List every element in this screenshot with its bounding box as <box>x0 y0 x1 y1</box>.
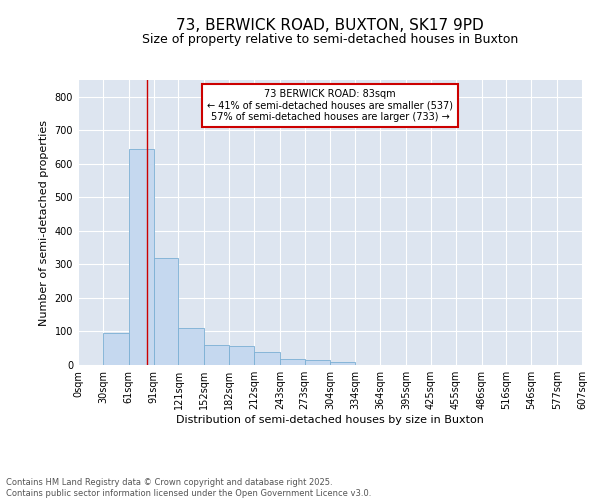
Bar <box>305 360 331 365</box>
Bar <box>331 362 355 365</box>
Text: 73 BERWICK ROAD: 83sqm
← 41% of semi-detached houses are smaller (537)
57% of se: 73 BERWICK ROAD: 83sqm ← 41% of semi-det… <box>207 88 453 122</box>
X-axis label: Distribution of semi-detached houses by size in Buxton: Distribution of semi-detached houses by … <box>176 415 484 425</box>
Text: 73, BERWICK ROAD, BUXTON, SK17 9PD: 73, BERWICK ROAD, BUXTON, SK17 9PD <box>176 18 484 32</box>
Bar <box>154 258 178 365</box>
Bar <box>128 148 154 365</box>
Bar <box>254 352 280 365</box>
Bar <box>103 333 128 365</box>
Bar <box>178 328 204 365</box>
Bar <box>229 346 254 365</box>
Text: Size of property relative to semi-detached houses in Buxton: Size of property relative to semi-detach… <box>142 32 518 46</box>
Y-axis label: Number of semi-detached properties: Number of semi-detached properties <box>39 120 49 326</box>
Text: Contains HM Land Registry data © Crown copyright and database right 2025.
Contai: Contains HM Land Registry data © Crown c… <box>6 478 371 498</box>
Bar <box>204 345 229 365</box>
Bar <box>280 359 305 365</box>
